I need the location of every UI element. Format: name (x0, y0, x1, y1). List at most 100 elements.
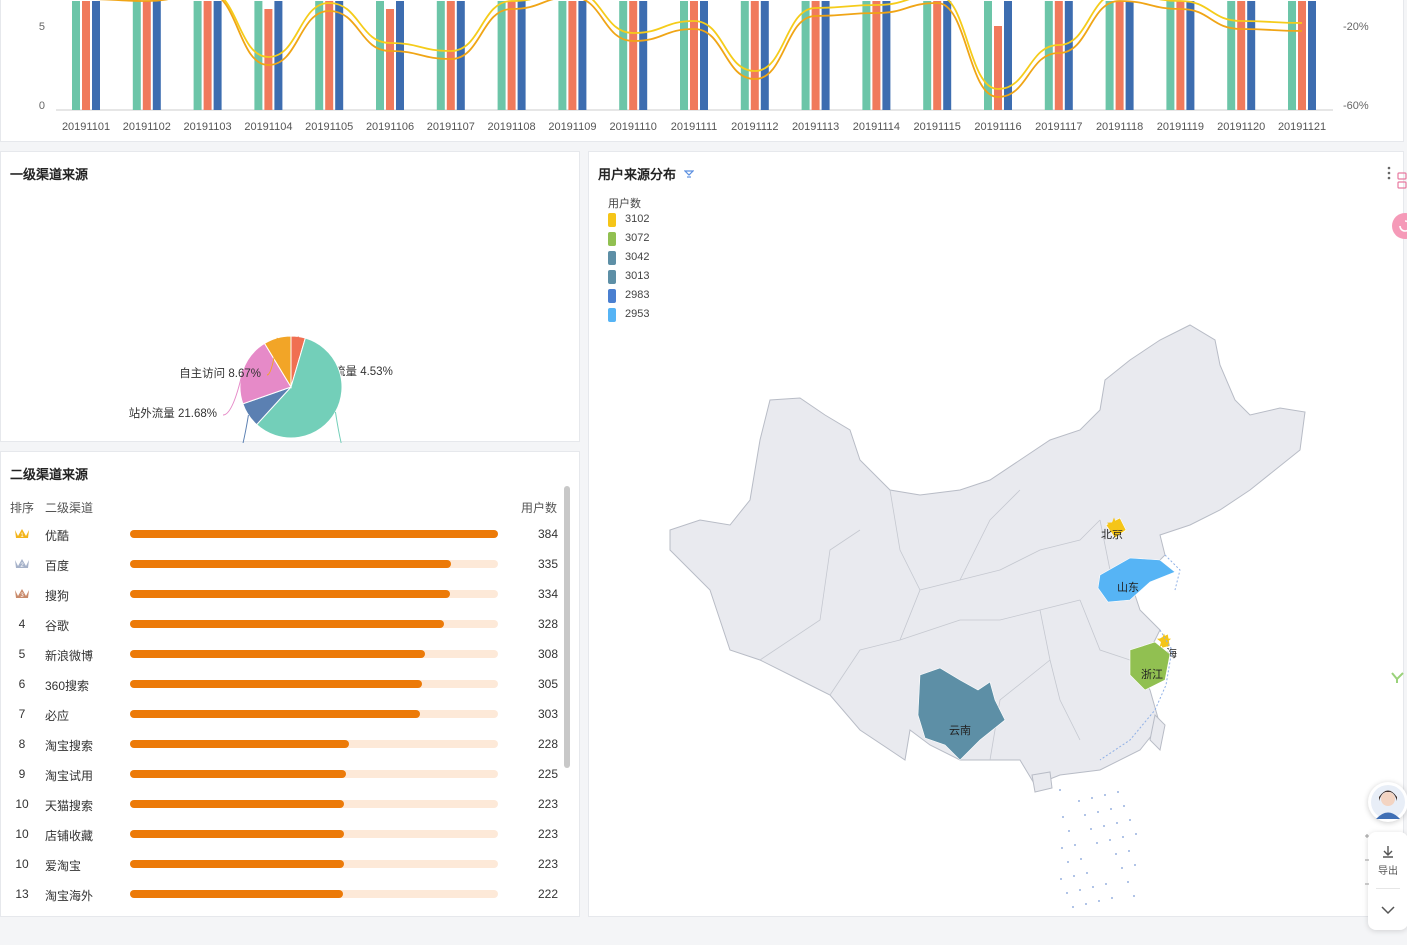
rank-row[interactable]: 3 搜狗 334 (1, 579, 561, 609)
bar-fill (130, 680, 423, 688)
star-marker[interactable] (1106, 517, 1122, 532)
legend-swatch (608, 232, 616, 246)
bar-series-b (811, 1, 820, 110)
bar-series-b (690, 1, 698, 110)
island-dot (1073, 875, 1075, 877)
pie-leader-line (222, 369, 244, 416)
island-dot (1117, 791, 1119, 793)
rank-number: 10 (15, 797, 29, 811)
island-dot (1080, 858, 1082, 860)
x-tick-label: 20191109 (548, 121, 596, 133)
x-tick-label: 20191112 (731, 121, 778, 133)
bar-series-a (72, 1, 80, 110)
export-button[interactable]: 导出 (1368, 840, 1407, 880)
map-region[interactable] (1129, 641, 1171, 691)
side-tool-top-icon[interactable] (1394, 170, 1407, 192)
bar-series-b (1176, 1, 1185, 110)
rank-row[interactable]: 4 谷歌 328 (1, 609, 561, 639)
bar-series-a (497, 1, 506, 110)
island-dot (1060, 878, 1062, 880)
map-legend-title: 用户数 (608, 198, 641, 210)
taiwan-region (1149, 713, 1166, 752)
assistant-bubble-icon[interactable] (1391, 212, 1407, 240)
island-dot (1109, 839, 1111, 841)
island-dot (1098, 900, 1100, 902)
bar-series-c (456, 1, 465, 110)
user-count: 223 (537, 797, 558, 811)
bar-series-a (1288, 1, 1296, 110)
region-label: 云南 (949, 724, 971, 737)
rank-row[interactable]: 7 必应 303 (1, 699, 561, 729)
channel-name: 爱淘宝 (45, 859, 82, 873)
svg-text:2: 2 (20, 563, 24, 569)
island-dot (1078, 800, 1080, 802)
map-region[interactable] (1097, 557, 1176, 603)
legend-label: 3102 (625, 213, 650, 225)
user-count: 223 (537, 827, 558, 841)
crown-icon: 1 (11, 527, 33, 543)
user-count: 335 (537, 557, 558, 571)
assistant-avatar[interactable] (1368, 782, 1407, 822)
island-dot (1079, 889, 1081, 891)
island-dot (1105, 883, 1107, 885)
filter-icon[interactable] (683, 167, 695, 182)
island-dot (1133, 895, 1135, 897)
bar-fill (130, 770, 346, 778)
island-dot (1129, 819, 1131, 821)
rank-row[interactable]: 8 淘宝搜索 228 (1, 729, 561, 759)
channel-name: 天猫搜索 (45, 799, 94, 813)
line-series-b (223, 0, 1303, 90)
star-marker[interactable] (1156, 633, 1172, 648)
bar-track (130, 830, 498, 838)
rank-row[interactable]: 10 店铺收藏 223 (1, 819, 561, 849)
island-dot (1104, 794, 1106, 796)
rank-row[interactable]: 6 360搜索 305 (1, 669, 561, 699)
island-dot (1068, 830, 1070, 832)
rank-number: 10 (15, 827, 29, 841)
rank-row[interactable]: 1 优酷 384 (1, 519, 561, 549)
bar-series-b (1054, 1, 1063, 110)
x-tick-label: 20191107 (427, 121, 475, 133)
right-tick: -60% (1343, 100, 1369, 112)
chevron-down-icon[interactable] (1380, 902, 1396, 920)
coastline (1099, 554, 1181, 761)
channel-name: 优酷 (45, 529, 70, 543)
bar-series-c (517, 1, 526, 110)
x-tick-label: 20191120 (1217, 121, 1265, 133)
bar-series-a (376, 1, 384, 110)
bar-series-a (740, 1, 749, 110)
side-handle[interactable] (1364, 822, 1370, 892)
rank-number: 6 (18, 677, 26, 691)
rank-panel: 二级渠道来源 排序 二级渠道 用户数 1 优酷 384 2 百度 335 3 搜狗 334 4 谷歌… (0, 451, 580, 917)
bar-series-a (1227, 1, 1236, 110)
legend-label: 2953 (625, 308, 650, 320)
rank-row[interactable]: 9 淘宝试用 225 (1, 759, 561, 789)
more-menu-icon[interactable] (1387, 166, 1391, 185)
line-series-a (96, 0, 1303, 98)
bar-track (130, 650, 498, 658)
side-green-icon[interactable] (1388, 668, 1407, 686)
rank-row[interactable]: 10 爱淘宝 223 (1, 849, 561, 879)
rank-row[interactable]: 13 淘宝海外 222 (1, 879, 561, 909)
legend-label: 3042 (625, 251, 650, 263)
pie-slice[interactable] (255, 337, 343, 439)
bar-series-c (1004, 1, 1012, 110)
bar-series-a (680, 1, 688, 110)
rank-header-users: 用户数 (521, 501, 558, 515)
rank-scrollbar[interactable] (564, 486, 570, 768)
bar-track (130, 740, 498, 748)
island-dot (1096, 842, 1098, 844)
region-label: 浙江 (1141, 668, 1163, 681)
province-border (989, 659, 1051, 761)
rank-row[interactable]: 5 新浪微博 308 (1, 639, 561, 669)
island-dot (1090, 828, 1092, 830)
rank-row[interactable]: 2 百度 335 (1, 549, 561, 579)
rank-number: 9 (18, 767, 26, 781)
island-dot (1123, 805, 1125, 807)
bar-series-c (1308, 1, 1316, 110)
bar-series-b (872, 1, 881, 110)
bar-series-c (1186, 1, 1195, 110)
map-region[interactable] (917, 667, 1006, 761)
pie-panel-title: 一级渠道来源 (10, 167, 89, 182)
rank-row[interactable]: 10 天猫搜索 223 (1, 789, 561, 819)
